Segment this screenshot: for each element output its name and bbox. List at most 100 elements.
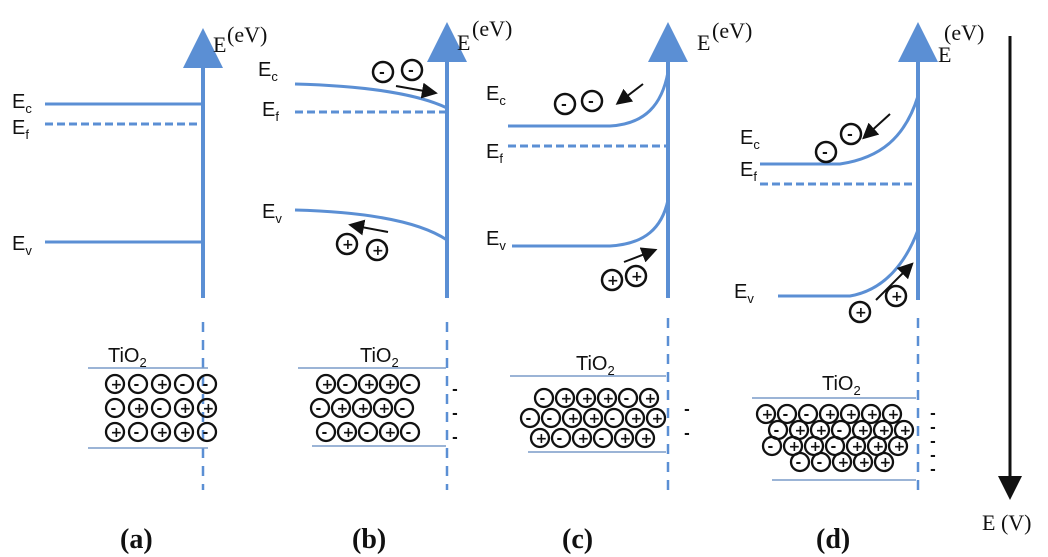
drift-arrow [395, 82, 438, 99]
svg-text:-: - [322, 425, 328, 441]
panel-label: (a) [120, 524, 153, 555]
drift-arrow [875, 262, 914, 301]
axis-unit: (eV) [227, 22, 267, 47]
svg-text:-: - [452, 406, 458, 422]
svg-text:+: + [603, 391, 615, 407]
negative-particle: - [196, 421, 218, 443]
valence-band [512, 199, 670, 248]
surface-charges: - - - [452, 382, 458, 446]
svg-text:-: - [768, 439, 774, 455]
negative-particle: - [357, 421, 379, 443]
svg-text:-: - [134, 425, 140, 441]
negative-particle: - [533, 387, 555, 409]
svg-text:-: - [822, 145, 828, 161]
svg-text:+: + [900, 423, 912, 439]
hole-group: + + [600, 247, 658, 292]
svg-text:+: + [157, 425, 169, 441]
positive-particle: + [881, 403, 903, 425]
negative-particle: - [550, 427, 572, 449]
negative-particle: - [519, 407, 541, 429]
particle-film: - + + + - +- - + + - + ++ - + - + + [519, 387, 667, 449]
valence-band [778, 229, 920, 298]
positive-particle: + [357, 373, 379, 395]
positive-particle: + [613, 427, 635, 449]
svg-text:+: + [894, 439, 906, 455]
svg-text:-: - [804, 407, 810, 423]
positive-particle: + [330, 397, 352, 419]
electron-group: - - [814, 113, 891, 164]
negative-particle: - [399, 421, 421, 443]
potential-axis-label: E (V) [982, 510, 1031, 535]
surface-charges: - - - - - [930, 406, 936, 478]
positive-particle: + [561, 407, 583, 429]
svg-text:-: - [796, 455, 802, 471]
material-label: TiO2 [108, 345, 147, 370]
particle-film: + - + - -- + - + ++ - + + - [104, 373, 218, 443]
svg-text:+: + [322, 377, 334, 393]
surface-charges: - - [684, 402, 690, 442]
svg-text:+: + [561, 391, 573, 407]
positive-particle: + [571, 427, 593, 449]
panel-a: E (eV) Ec Ef Ev TiO2 + - + - -- + - + ++ - + + - (a) [12, 22, 267, 555]
positive-particle: + [645, 407, 667, 429]
svg-text:-: - [400, 401, 406, 417]
particle-film: + - - + + + +- + + - + + +- + + - + + +- - + + + [755, 403, 915, 473]
panel-label: (d) [816, 524, 850, 555]
positive-particle: + [860, 403, 882, 425]
hole-group: + + [848, 262, 914, 324]
positive-particle: + [196, 397, 218, 419]
negative-particle: - [336, 373, 358, 395]
svg-text:-: - [364, 425, 370, 441]
svg-text:+: + [816, 423, 828, 439]
svg-text:-: - [540, 391, 546, 407]
svg-text:-: - [837, 423, 843, 439]
svg-text:+: + [888, 407, 900, 423]
svg-text:+: + [867, 407, 879, 423]
positive-particle: + [372, 397, 394, 419]
svg-text:+: + [825, 407, 837, 423]
svg-text:+: + [631, 411, 643, 427]
negative-particle: - [603, 407, 625, 429]
axis-unit: (eV) [712, 18, 752, 43]
svg-text:+: + [372, 243, 384, 259]
svg-text:-: - [203, 425, 209, 441]
positive-particle: + [127, 397, 149, 419]
svg-text:+: + [134, 401, 146, 417]
material-label: TiO2 [576, 353, 615, 378]
positive-particle: + [315, 373, 337, 395]
svg-text:-: - [930, 462, 936, 478]
svg-text:-: - [610, 411, 616, 427]
negative-particle: - [776, 403, 798, 425]
svg-text:+: + [852, 439, 864, 455]
potential-axis: E (V) [982, 36, 1031, 535]
svg-text:-: - [847, 127, 853, 143]
svg-text:+: + [582, 391, 594, 407]
svg-text:-: - [561, 97, 567, 113]
positive-particle: + [887, 435, 909, 457]
panel-d: E (eV) Ec Ef Ev - - + + TiO2 + - - + + + +- + + -… [734, 20, 984, 555]
positive-particle: + [104, 373, 126, 395]
positive-particle: + [755, 403, 777, 425]
svg-text:+: + [157, 377, 169, 393]
hole-group: + + [335, 219, 389, 262]
axis-unit: (eV) [472, 16, 512, 41]
svg-text:+: + [810, 439, 822, 455]
svg-text:+: + [652, 411, 664, 427]
svg-text:-: - [134, 377, 140, 393]
negative-particle: - [399, 373, 421, 395]
positive-particle: + [351, 397, 373, 419]
negative-particle: - [309, 397, 331, 419]
svg-text:+: + [180, 425, 192, 441]
positive-particle: + [575, 387, 597, 409]
positive-particle: + [378, 421, 400, 443]
svg-text:-: - [684, 402, 690, 418]
svg-text:-: - [588, 94, 594, 110]
svg-text:-: - [547, 411, 553, 427]
negative-particle: - [127, 373, 149, 395]
svg-text:+: + [631, 269, 643, 285]
svg-text:-: - [930, 420, 936, 436]
label-ef: Ef [262, 99, 279, 124]
svg-text:+: + [578, 431, 590, 447]
svg-text:+: + [855, 305, 867, 321]
svg-text:-: - [452, 430, 458, 446]
